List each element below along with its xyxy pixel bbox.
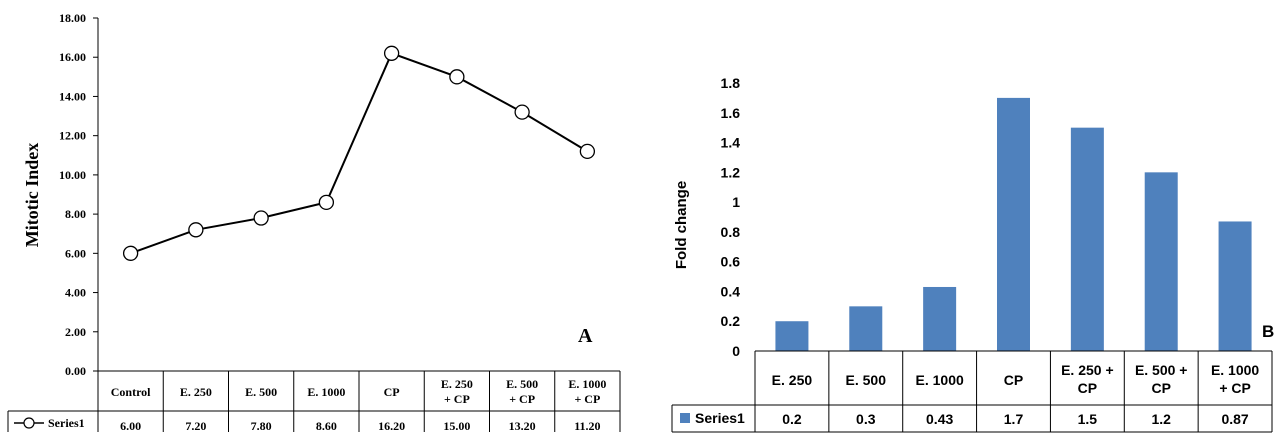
- panel-a-y-tick-label: 8.00: [65, 207, 86, 221]
- panel-b-y-axis-label: Fold change: [673, 181, 690, 269]
- panel-b-bar: [1218, 221, 1252, 351]
- panel-a-category-label: E. 1000: [307, 385, 345, 399]
- panel-a-category-label: + CP: [509, 392, 535, 406]
- panel-a-y-tick-label: 4.00: [65, 286, 86, 300]
- panel-b-category-label: CP: [1151, 380, 1170, 396]
- panel-b-label: B: [1262, 322, 1274, 341]
- panel-b-value-label: 0.3: [856, 411, 876, 427]
- panel-b-category-label: E. 250 +: [1061, 362, 1114, 378]
- panel-a-line-chart: Mitotic Index A 0.00 2.00 4.00 6.00 8.00 10.0…: [7, 11, 621, 433]
- panel-b-legend-swatch: [680, 413, 690, 423]
- panel-a-series-line: [130, 52, 588, 255]
- panel-b-bar: [849, 306, 883, 351]
- panel-b-bar: [1144, 172, 1178, 351]
- panel-b-bar: [1070, 127, 1104, 352]
- panel-a-data-table: Control 6.00 E. 250 7.20 E. 500 7.80 E. 1000 8.…: [7, 370, 621, 433]
- panel-a-value-label: 6.00: [120, 419, 141, 433]
- panel-b-category-label: CP: [1004, 372, 1023, 388]
- panel-b-y-tick-label: 1.8: [721, 75, 741, 91]
- panel-a-data-point: [318, 194, 335, 210]
- panel-b-value-label: 1.7: [1004, 411, 1024, 427]
- panel-a-y-tick-label: 2.00: [65, 325, 86, 339]
- panel-b-bar: [923, 286, 957, 351]
- panel-a-category-label: E. 250: [441, 377, 473, 391]
- panel-a-category-label: + CP: [574, 392, 600, 406]
- panel-b-value-label: 1.5: [1078, 411, 1098, 427]
- panel-a-y-ticks: 0.00 2.00 4.00 6.00 8.00 10.00 12.00 14.00 16.00…: [59, 11, 98, 378]
- panel-a-category-label: CP: [384, 385, 400, 399]
- panel-b-bar: [775, 321, 809, 351]
- panel-a-data-point: [579, 143, 596, 160]
- panel-b-y-tick-label: 1.4: [721, 135, 741, 151]
- panel-a-category-label: Control: [111, 385, 151, 399]
- panel-a-value-label: 13.20: [509, 419, 536, 433]
- panel-a-series: [122, 45, 596, 261]
- panel-b-bars: [775, 97, 1252, 352]
- panel-b-category-label: + CP: [1219, 380, 1251, 396]
- panel-b-bar: [997, 97, 1030, 351]
- panel-b-y-tick-label: 0: [732, 343, 740, 359]
- panel-a-value-label: 11.20: [574, 419, 600, 433]
- panel-a-legend-marker: [23, 417, 35, 429]
- panel-a-y-tick-label: 14.00: [59, 89, 86, 103]
- panel-a-y-tick-label: 16.00: [59, 50, 86, 64]
- panel-b-data-table: E. 250 0.2 E. 500 0.3 E. 1000 0.43 CP 1.7 E. 250…: [671, 350, 1273, 433]
- panel-b-y-tick-label: 1.2: [721, 164, 741, 180]
- panel-a-data-point: [514, 104, 530, 120]
- panel-b-category-label: CP: [1078, 380, 1097, 396]
- panel-a-data-point: [383, 45, 400, 61]
- panel-a-value-label: 7.80: [251, 419, 272, 433]
- panel-a-category-label: + CP: [444, 392, 470, 406]
- panel-b-y-tick-label: 0.4: [721, 283, 741, 299]
- panel-a-category-label: E. 250: [180, 385, 212, 399]
- panel-a-data-point: [449, 69, 465, 85]
- panel-a-y-tick-label: 6.00: [65, 246, 86, 260]
- panel-a-y-tick-label: 10.00: [59, 168, 86, 182]
- panel-b-y-tick-label: 0.6: [721, 254, 741, 270]
- panel-b-category-label: E. 500 +: [1135, 362, 1188, 378]
- panel-a-y-tick-label: 12.00: [59, 129, 86, 143]
- panel-a-category-label: E. 1000: [568, 377, 606, 391]
- panel-a-y-axis-label: Mitotic Index: [22, 143, 42, 247]
- panel-b-category-label: E. 1000: [916, 372, 964, 388]
- panel-b-value-label: 0.2: [782, 411, 802, 427]
- panel-b-y-tick-label: 0.2: [721, 313, 741, 329]
- panel-b-y-tick-label: 1.6: [721, 105, 741, 121]
- panel-b-y-tick-label: 1: [732, 194, 740, 210]
- panel-a-y-tick-label: 0.00: [65, 364, 86, 378]
- panel-b-category-label: E. 1000: [1211, 362, 1259, 378]
- panel-a-legend-label: Series1: [48, 416, 85, 430]
- panel-b-legend-label: Series1: [695, 410, 745, 426]
- panel-b-bar-chart: Fold change B 0 0.2 0.4 0.6 0.8 1 1.2 1.4 1.6 1.8…: [671, 75, 1274, 433]
- panel-b-value-label: 0.43: [926, 411, 953, 427]
- panel-a-value-label: 7.20: [185, 419, 206, 433]
- panel-a-value-label: 8.60: [316, 419, 337, 433]
- panel-a-label: A: [578, 325, 593, 347]
- panel-b-y-tick-label: 0.8: [721, 224, 741, 240]
- panel-a-data-point: [188, 222, 204, 238]
- panel-a-y-tick-label: 18.00: [59, 11, 86, 25]
- panel-a-value-label: 16.20: [378, 419, 405, 433]
- panel-b-value-label: 0.87: [1221, 411, 1248, 427]
- panel-b-y-ticks: 0 0.2 0.4 0.6 0.8 1 1.2 1.4 1.6 1.8: [721, 75, 741, 359]
- panel-a-value-label: 15.00: [443, 419, 470, 433]
- panel-b-category-label: E. 500: [846, 372, 887, 388]
- panel-b-value-label: 1.2: [1151, 411, 1171, 427]
- panel-a-data-point: [253, 210, 269, 226]
- panel-b-category-label: E. 250: [772, 372, 813, 388]
- panel-a-category-label: E. 500: [506, 377, 538, 391]
- panel-a-category-label: E. 500: [245, 385, 277, 399]
- panel-a-data-point: [122, 245, 139, 261]
